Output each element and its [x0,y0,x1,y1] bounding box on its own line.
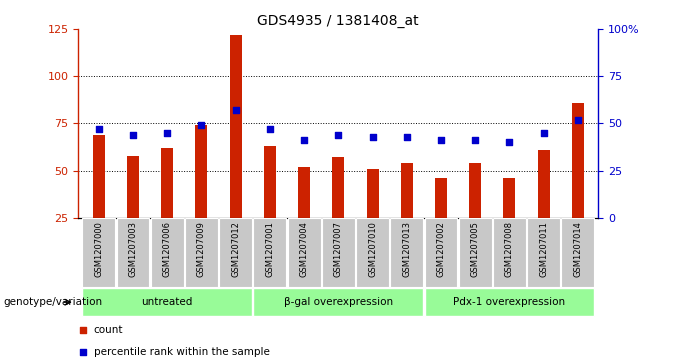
Bar [401,163,413,265]
Bar [435,178,447,265]
Bar [333,158,344,265]
Text: GSM1207001: GSM1207001 [265,221,274,277]
Text: GSM1207005: GSM1207005 [471,221,479,277]
Bar [92,135,105,265]
Bar [356,218,389,287]
Text: Pdx-1 overexpression: Pdx-1 overexpression [454,297,566,307]
Text: GSM1207012: GSM1207012 [231,221,240,277]
Point [162,130,173,136]
Bar [82,218,115,287]
Point [367,134,378,139]
Bar [527,218,560,287]
Text: GSM1207011: GSM1207011 [539,221,548,277]
Text: GSM1207004: GSM1207004 [300,221,309,277]
Point [470,138,481,143]
Point [380,234,391,240]
Text: untreated: untreated [141,297,193,307]
Bar [161,148,173,265]
Point [333,132,343,138]
Text: GSM1207007: GSM1207007 [334,221,343,277]
Point [128,132,139,138]
Text: GSM1207003: GSM1207003 [129,221,137,277]
Text: GSM1207010: GSM1207010 [368,221,377,277]
Bar [195,125,207,265]
Bar [116,218,150,287]
Point [401,134,412,139]
Bar [459,218,492,287]
Text: GSM1207013: GSM1207013 [403,221,411,277]
Bar [424,288,594,316]
Bar [254,218,286,287]
Text: GSM1207008: GSM1207008 [505,221,514,277]
Point [380,40,391,46]
Point [196,122,207,128]
Bar [493,218,526,287]
Point [435,138,446,143]
Text: GSM1207002: GSM1207002 [437,221,445,277]
Title: GDS4935 / 1381408_at: GDS4935 / 1381408_at [258,14,419,28]
Bar [538,150,549,265]
Point [299,138,309,143]
Bar [503,178,515,265]
Point [538,130,549,136]
Point [265,126,275,132]
Bar [390,218,423,287]
Text: GSM1207000: GSM1207000 [95,221,103,277]
Bar [288,218,320,287]
Point [93,126,104,132]
Bar [562,218,594,287]
Text: β-gal overexpression: β-gal overexpression [284,297,393,307]
Bar [185,218,218,287]
Point [573,117,583,123]
Bar [264,146,276,265]
Bar [572,103,584,265]
Bar [322,218,355,287]
Bar [219,218,252,287]
Bar [82,288,252,316]
Point [231,107,241,113]
Text: genotype/variation: genotype/variation [3,297,103,307]
Bar [469,163,481,265]
Text: GSM1207006: GSM1207006 [163,221,171,277]
Bar [151,218,184,287]
Text: GSM1207014: GSM1207014 [573,221,582,277]
Bar [230,35,241,265]
Text: GSM1207009: GSM1207009 [197,221,206,277]
Text: count: count [94,325,123,335]
Bar [127,155,139,265]
Bar [424,218,458,287]
Text: percentile rank within the sample: percentile rank within the sample [94,347,270,357]
Bar [367,169,379,265]
Bar [298,167,310,265]
Bar [254,288,423,316]
Point [504,139,515,145]
